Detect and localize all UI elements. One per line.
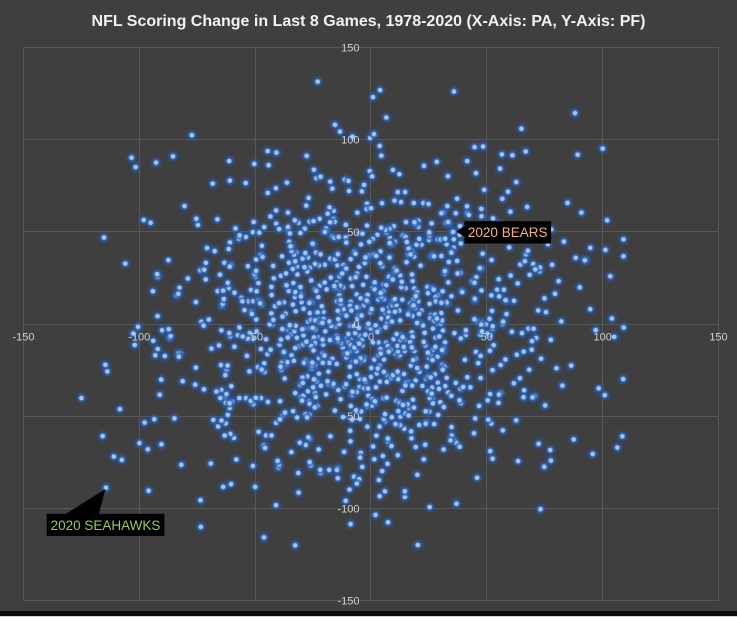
svg-text:100: 100 — [594, 332, 612, 344]
svg-text:-100: -100 — [128, 332, 150, 344]
svg-text:2020 SEAHAWKS: 2020 SEAHAWKS — [51, 518, 161, 533]
svg-text:0: 0 — [368, 332, 374, 344]
svg-text:150: 150 — [709, 332, 727, 344]
svg-text:50: 50 — [347, 227, 359, 239]
svg-text:-50: -50 — [344, 411, 360, 423]
svg-text:2020 BEARS: 2020 BEARS — [468, 225, 548, 240]
svg-text:0: 0 — [353, 319, 359, 331]
svg-text:-50: -50 — [247, 332, 263, 344]
svg-text:-150: -150 — [12, 332, 34, 344]
svg-text:150: 150 — [341, 43, 359, 55]
svg-text:100: 100 — [341, 135, 359, 147]
svg-text:-100: -100 — [337, 503, 359, 515]
svg-text:50: 50 — [481, 332, 493, 344]
svg-text:-150: -150 — [337, 596, 359, 608]
